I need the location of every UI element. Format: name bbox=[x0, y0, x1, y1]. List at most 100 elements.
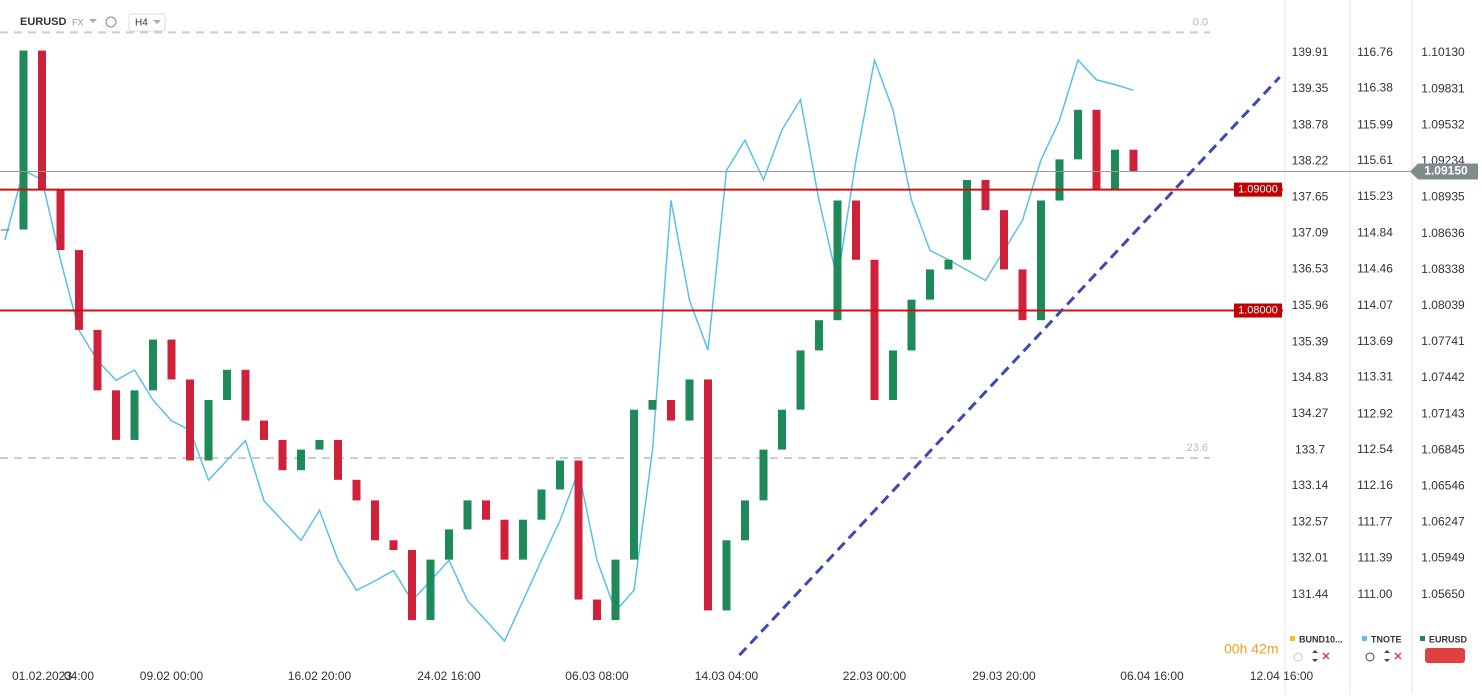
close-icon[interactable] bbox=[1322, 652, 1330, 660]
trendline[interactable] bbox=[738, 76, 1281, 657]
candle bbox=[167, 339, 176, 380]
close-icon[interactable] bbox=[1394, 652, 1402, 660]
y-tick-label: 112.92 bbox=[1357, 406, 1393, 420]
candle bbox=[630, 409, 638, 560]
y-tick-label: 1.07143 bbox=[1421, 406, 1465, 420]
candle bbox=[408, 549, 416, 621]
y-tick-label: 135.96 bbox=[1292, 298, 1329, 312]
candle bbox=[741, 500, 749, 541]
candle bbox=[611, 559, 620, 621]
y-tick-label: 137.09 bbox=[1292, 226, 1329, 240]
y-tick-label: 111.00 bbox=[1358, 587, 1393, 601]
price-line-tag bbox=[1234, 303, 1282, 318]
candle bbox=[371, 500, 379, 541]
legend-label[interactable]: TNOTE bbox=[1371, 634, 1402, 644]
y-tick-label: 111.39 bbox=[1358, 550, 1393, 564]
y-tick-label: 114.84 bbox=[1357, 226, 1393, 240]
dropdown-icon[interactable] bbox=[89, 19, 97, 23]
y-tick-label: 133.7 bbox=[1295, 442, 1325, 456]
y-tick-label: 1.07741 bbox=[1421, 334, 1465, 348]
candle bbox=[297, 449, 305, 471]
legend-label[interactable]: EURUSD bbox=[1429, 634, 1468, 644]
candle bbox=[278, 439, 287, 471]
x-tick-label: 14.03 04:00 bbox=[695, 669, 759, 683]
fib-label: 23.6 bbox=[1187, 442, 1208, 454]
candle bbox=[38, 50, 46, 190]
interval[interactable]: H4 bbox=[135, 18, 148, 29]
candle bbox=[1129, 149, 1138, 172]
x-tick-label: 24.02 16:00 bbox=[417, 669, 481, 683]
legend-swatch bbox=[1290, 636, 1295, 641]
y-tick-label: 111.77 bbox=[1358, 515, 1393, 529]
candle bbox=[1055, 159, 1064, 201]
eye-icon[interactable] bbox=[1293, 652, 1303, 662]
y-tick-label: 115.61 bbox=[1357, 153, 1393, 167]
y-tick-label: 115.99 bbox=[1357, 117, 1393, 131]
candle bbox=[260, 420, 268, 440]
y-tick-label: 116.76 bbox=[1357, 45, 1393, 59]
y-tick-label: 1.06546 bbox=[1421, 479, 1465, 493]
legend-swatch bbox=[1362, 636, 1367, 641]
y-tick-label: 1.08039 bbox=[1421, 298, 1465, 312]
x-tick-label: 09.02 00:00 bbox=[140, 669, 204, 683]
candle bbox=[648, 400, 657, 410]
y-tick-label: 138.22 bbox=[1292, 153, 1329, 167]
last-price-label: 1.09150 bbox=[1424, 164, 1468, 178]
candle bbox=[556, 460, 564, 490]
y-tick-label: 1.06845 bbox=[1421, 442, 1465, 456]
y-tick-label: 134.27 bbox=[1292, 406, 1329, 420]
candle bbox=[963, 179, 971, 260]
y-tick-label: 1.07442 bbox=[1421, 370, 1465, 384]
candle bbox=[130, 390, 139, 440]
y-tick-label: 114.46 bbox=[1357, 261, 1393, 275]
eye-icon[interactable] bbox=[1365, 652, 1375, 662]
candle bbox=[537, 489, 546, 520]
y-tick-label: 112.16 bbox=[1357, 478, 1393, 492]
candle bbox=[56, 189, 65, 251]
y-tick-label: 1.06247 bbox=[1421, 515, 1465, 529]
x-tick-label: 22.03 00:00 bbox=[843, 669, 907, 683]
candle bbox=[1074, 109, 1082, 160]
candle bbox=[1000, 210, 1008, 270]
candle bbox=[574, 460, 583, 600]
reorder-icon[interactable] bbox=[1312, 650, 1318, 662]
y-tick-label: 136.53 bbox=[1292, 261, 1329, 275]
candle bbox=[19, 50, 28, 230]
candle bbox=[223, 369, 231, 401]
symbol[interactable]: EURUSD bbox=[20, 16, 67, 28]
candle bbox=[352, 479, 361, 501]
interval-box[interactable] bbox=[128, 13, 166, 32]
y-tick-label: 113.69 bbox=[1357, 334, 1393, 348]
price-line-label: 1.09000 bbox=[1238, 184, 1278, 196]
reorder-icon[interactable] bbox=[1384, 650, 1390, 662]
candle bbox=[704, 379, 712, 611]
candle bbox=[852, 200, 860, 260]
info-icon[interactable] bbox=[105, 16, 117, 28]
candle bbox=[112, 390, 120, 440]
candle bbox=[833, 200, 842, 321]
candle bbox=[759, 449, 768, 501]
candle bbox=[1, 229, 9, 231]
price-line-tag bbox=[1234, 182, 1282, 197]
y-tick-label: 137.65 bbox=[1292, 190, 1329, 204]
y-tick-label: 115.23 bbox=[1357, 189, 1393, 203]
dropdown-icon[interactable] bbox=[153, 20, 161, 24]
price-line-label: 1.08000 bbox=[1238, 304, 1278, 316]
candle bbox=[667, 400, 675, 421]
y-tick-label: 1.10130 bbox=[1421, 45, 1465, 59]
candle bbox=[241, 369, 250, 421]
candle bbox=[75, 250, 83, 330]
candle bbox=[426, 559, 435, 621]
candle bbox=[204, 400, 213, 461]
legend-control-box[interactable] bbox=[1425, 648, 1465, 663]
y-tick-label: 1.09831 bbox=[1421, 81, 1465, 95]
y-tick-label: 132.01 bbox=[1292, 550, 1329, 564]
y-tick-label: 134.83 bbox=[1292, 370, 1329, 384]
candle bbox=[1018, 269, 1027, 321]
candle bbox=[685, 379, 694, 421]
candle bbox=[1092, 109, 1101, 190]
y-tick-label: 1.08935 bbox=[1421, 190, 1465, 204]
y-tick-label: 133.14 bbox=[1292, 478, 1329, 492]
x-tick-label: 16.02 20:00 bbox=[288, 669, 352, 683]
legend-label[interactable]: BUND10... bbox=[1299, 634, 1343, 644]
